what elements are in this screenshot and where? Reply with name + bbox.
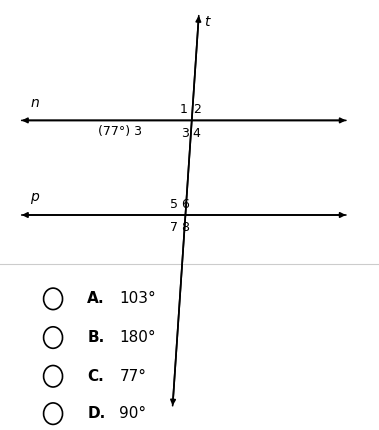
Text: 7: 7: [170, 221, 178, 234]
Text: 90°: 90°: [119, 406, 147, 421]
Text: C.: C.: [87, 369, 104, 384]
Text: 8: 8: [181, 221, 190, 234]
Text: 180°: 180°: [119, 330, 156, 345]
Text: 4: 4: [193, 127, 200, 140]
Text: 2: 2: [193, 103, 200, 116]
Text: 1: 1: [180, 103, 188, 116]
Text: 103°: 103°: [119, 292, 156, 306]
Text: 5: 5: [170, 198, 178, 211]
Text: A.: A.: [87, 292, 105, 306]
Text: D.: D.: [87, 406, 105, 421]
Text: 77°: 77°: [119, 369, 146, 384]
Text: 6: 6: [182, 198, 189, 211]
Text: (77°) 3: (77°) 3: [98, 125, 142, 138]
Text: B.: B.: [87, 330, 105, 345]
Text: 3: 3: [181, 127, 188, 140]
Text: t: t: [204, 15, 210, 29]
Text: p: p: [30, 190, 39, 204]
Text: n: n: [30, 95, 39, 110]
